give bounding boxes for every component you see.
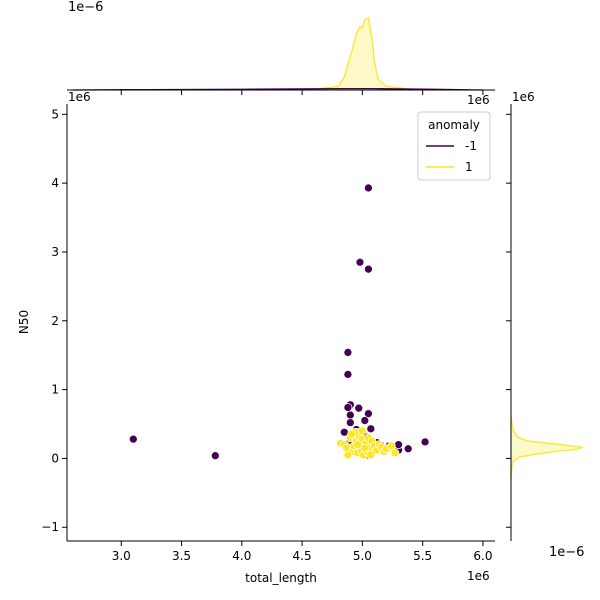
point-anomaly-neg [343,403,353,412]
x-tick-label: 6.0 [473,549,492,563]
top-marginal-density-fill [278,18,435,90]
y-tick-label: 5 [51,107,59,121]
point-anomaly-pos [390,448,400,458]
y-offset-label: 1e6 [68,90,91,104]
y-tick-label: −1 [41,520,59,534]
point-anomaly-neg [355,257,365,267]
point-anomaly-neg [420,437,430,447]
top-marginal-ticks [120,90,484,95]
x-tick-label: 5.5 [413,549,432,563]
y-axis-label: N50 [17,310,31,334]
y-tick-label: 3 [51,245,59,259]
x-tick-label: 4.0 [232,549,251,563]
point-anomaly-neg [360,416,370,425]
y-tick-label: 1 [51,383,59,397]
top-marginal-offset-label: 1e−6 [68,0,103,15]
y-tick-label: 2 [51,314,59,328]
y-tick-label: 0 [51,451,59,465]
right-marginal: 1e−6 [506,104,584,560]
point-anomaly-neg [394,440,403,450]
top-marginal: 1e−6 [67,0,495,95]
y-tick-label: 4 [51,176,59,190]
point-anomaly-pos [358,426,367,436]
point-anomaly-pos [360,443,370,453]
x-tick-label: 5.0 [353,549,372,563]
point-anomaly-neg [403,444,413,454]
point-anomaly-neg [364,264,373,274]
right-marginal-y-offset-label: 1e6 [512,90,535,104]
scatter-points [128,183,430,461]
right-marginal-density-line [510,416,584,480]
point-anomaly-pos [386,441,396,451]
point-anomaly-neg [366,424,376,434]
point-anomaly-neg [364,409,373,419]
point-anomaly-neg [364,183,373,193]
point-anomaly-neg [343,348,353,357]
point-anomaly-neg [210,451,220,461]
point-anomaly-neg [354,403,364,413]
point-anomaly-neg [345,418,355,427]
legend: anomaly -1 1 [417,111,491,181]
x-offset-label: 1e6 [467,569,490,583]
point-anomaly-neg [343,370,353,379]
point-anomaly-pos [366,450,376,460]
point-anomaly-neg [345,410,355,420]
x-axis-ticks: 3.0 3.5 4.0 4.5 5.0 5.5 6.0 [112,541,492,563]
top-marginal-density-line [277,16,435,91]
right-marginal-offset-label: 1e−6 [549,545,584,560]
legend-label-neg: -1 [465,139,477,153]
x-tick-label: 3.0 [112,549,131,563]
top-marginal-x-offset-label: 1e6 [467,93,490,107]
x-tick-label: 3.5 [172,549,191,563]
point-anomaly-neg [128,434,138,444]
legend-title: anomaly [428,118,480,132]
point-anomaly-pos [353,440,362,450]
legend-label-pos: 1 [465,160,473,174]
right-marginal-ticks [506,113,511,528]
point-anomaly-pos [343,450,353,460]
joint-axes: 3.0 3.5 4.0 4.5 5.0 5.5 6.0 −1 0 1 2 3 4 5 total_len… [17,90,535,585]
y-axis-ticks: −1 0 1 2 3 4 5 [41,107,67,534]
x-axis-label: total_length [245,571,317,585]
point-anomaly-pos [347,429,356,439]
right-marginal-density-fill [511,417,583,480]
x-tick-label: 4.5 [293,549,312,563]
